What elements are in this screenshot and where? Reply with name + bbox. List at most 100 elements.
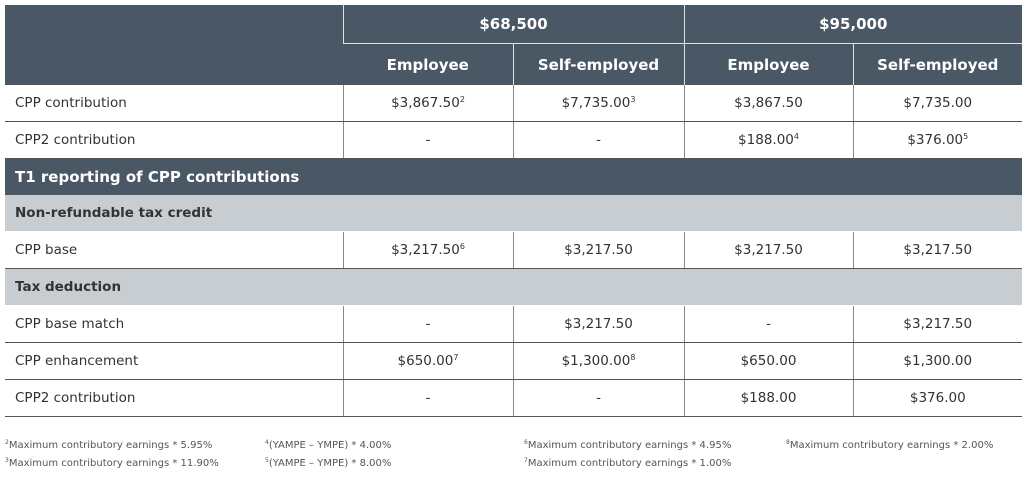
cell-value: $3,217.50: [564, 316, 633, 332]
table-cell: -: [512, 379, 685, 417]
footnote: 4(YAMPE – YMPE) * 4.00%: [265, 435, 391, 453]
col-self-employed: Self-employed: [852, 43, 1023, 85]
footnote-number: 6: [524, 439, 528, 446]
table-cell: $3,867.50: [683, 85, 854, 122]
footnotes-col-2: 4(YAMPE – YMPE) * 4.00% 5(YAMPE – YMPE) *…: [265, 435, 391, 471]
cell-value: -: [596, 390, 601, 406]
subsection-header-label: Tax deduction: [5, 268, 1023, 306]
cell-value: $1,300.00: [903, 353, 973, 369]
table-cell: $376.00: [852, 379, 1023, 417]
table-cell: $7,735.003: [512, 85, 685, 122]
footnote-number: 4: [265, 439, 269, 446]
cell-value: -: [596, 132, 601, 148]
footnote-number: 7: [524, 457, 528, 464]
table-cell: $1,300.00: [852, 342, 1023, 380]
cell-value: -: [425, 316, 431, 332]
footnote: 3Maximum contributory earnings * 11.90%: [5, 453, 219, 471]
table-cell: -: [342, 379, 513, 417]
header-blank: [5, 5, 343, 44]
col-employee: Employee: [343, 43, 513, 85]
footnote-text: Maximum contributory earnings * 11.90%: [8, 458, 219, 469]
footnote-ref: 2: [459, 95, 465, 104]
table-cell: $188.00: [683, 379, 854, 417]
subsection-header-label: Non-refundable tax credit: [5, 195, 1023, 232]
table-cell: $650.007: [342, 342, 513, 380]
table-cell: -: [342, 305, 513, 343]
cell-value: $7,735.00: [903, 95, 973, 111]
footnote: 8Maximum contributory earnings * 2.00%: [786, 435, 993, 453]
cell-value: $3,867.50: [391, 95, 460, 111]
header-blank: [5, 43, 343, 85]
footnote-ref: 5: [963, 132, 969, 141]
table-cell: -: [512, 121, 685, 159]
table-row: CPP base $3,217.506 $3,217.50 $3,217.50 $3,2…: [5, 231, 1023, 269]
cell-value: $3,217.50: [734, 242, 803, 258]
table-cell: -: [342, 121, 513, 159]
footnotes-col-3: 6Maximum contributory earnings * 4.95% 7M…: [524, 435, 731, 471]
footnote: 2Maximum contributory earnings * 5.95%: [5, 435, 219, 453]
cell-value: -: [425, 132, 431, 148]
row-label: CPP base: [5, 231, 343, 269]
row-label: CPP contribution: [5, 85, 343, 122]
col-self-employed: Self-employed: [512, 43, 685, 85]
footnote-number: 3: [5, 457, 9, 464]
section-header-label: T1 reporting of CPP contributions: [5, 158, 1023, 195]
cell-value: $3,217.50: [391, 242, 460, 258]
table-cell: $188.004: [683, 121, 854, 159]
cell-value: $650.00: [740, 353, 797, 369]
footnote-text: Maximum contributory earnings * 5.95%: [8, 440, 213, 451]
subsection-header: Tax deduction: [5, 268, 1023, 306]
cell-value: $1,300.00: [561, 353, 631, 369]
footnote-ref: 6: [459, 242, 465, 251]
footnotes-col-1: 2Maximum contributory earnings * 5.95% 3M…: [5, 435, 219, 471]
cell-value: $188.00: [740, 390, 797, 406]
footnote-ref: 3: [630, 95, 636, 104]
footnote-number: 8: [786, 439, 790, 446]
footnote-ref: 4: [793, 132, 799, 141]
row-label: CPP2 contribution: [5, 121, 343, 159]
row-label: CPP enhancement: [5, 342, 343, 380]
footnote-text: (YAMPE – YMPE) * 4.00%: [268, 440, 392, 451]
cell-value: $3,867.50: [734, 95, 803, 111]
table-cell: $376.005: [852, 121, 1023, 159]
table-row: CPP enhancement $650.007 $1,300.008 $650.00…: [5, 342, 1023, 380]
row-label: CPP base match: [5, 305, 343, 343]
row-label: CPP2 contribution: [5, 379, 343, 417]
footnote-ref: 7: [453, 353, 459, 362]
table-cell: $3,217.50: [852, 305, 1023, 343]
cell-value: $188.00: [738, 132, 794, 148]
footnote-number: 5: [265, 457, 269, 464]
table-row: CPP contribution $3,867.502 $7,735.003 $3,8…: [5, 85, 1023, 122]
footnote-text: (YAMPE – YMPE) * 8.00%: [268, 458, 392, 469]
table-cell: $3,217.50: [512, 231, 685, 269]
section-header: T1 reporting of CPP contributions: [5, 158, 1023, 195]
footnotes-col-4: 8Maximum contributory earnings * 2.00%: [786, 435, 993, 453]
table-cell: $3,217.50: [512, 305, 685, 343]
income-header-68500: $68,500: [342, 5, 685, 44]
table-cell: $3,217.506: [342, 231, 513, 269]
table-row: CPP base match - $3,217.50 - $3,217.50: [5, 305, 1023, 343]
cell-value: $3,217.50: [903, 242, 973, 258]
table-cell: $1,300.008: [512, 342, 685, 380]
footnote-text: Maximum contributory earnings * 1.00%: [527, 458, 732, 469]
footnote-number: 2: [5, 439, 9, 446]
footnote-text: Maximum contributory earnings * 2.00%: [789, 440, 994, 451]
cell-value: -: [766, 316, 771, 332]
table-cell: $7,735.00: [852, 85, 1023, 122]
cell-value: $3,217.50: [564, 242, 633, 258]
table-cell: $650.00: [683, 342, 854, 380]
subsection-header: Non-refundable tax credit: [5, 195, 1023, 232]
cpp-contribution-table: $68,500 $95,000 Employee Self-employed E…: [5, 5, 1023, 417]
col-employee: Employee: [683, 43, 854, 85]
table-row: CPP2 contribution - - $188.00 $376.00: [5, 379, 1023, 417]
cell-value: $376.00: [907, 132, 964, 148]
footnote: 5(YAMPE – YMPE) * 8.00%: [265, 453, 391, 471]
footnote-ref: 8: [630, 353, 636, 362]
cell-value: $650.00: [397, 353, 454, 369]
table-cell: $3,217.50: [852, 231, 1023, 269]
table-cell: $3,867.502: [342, 85, 513, 122]
footnote-text: Maximum contributory earnings * 4.95%: [527, 440, 732, 451]
table-cell: -: [683, 305, 854, 343]
table-cell: $3,217.50: [683, 231, 854, 269]
cell-value: $376.00: [909, 390, 966, 406]
